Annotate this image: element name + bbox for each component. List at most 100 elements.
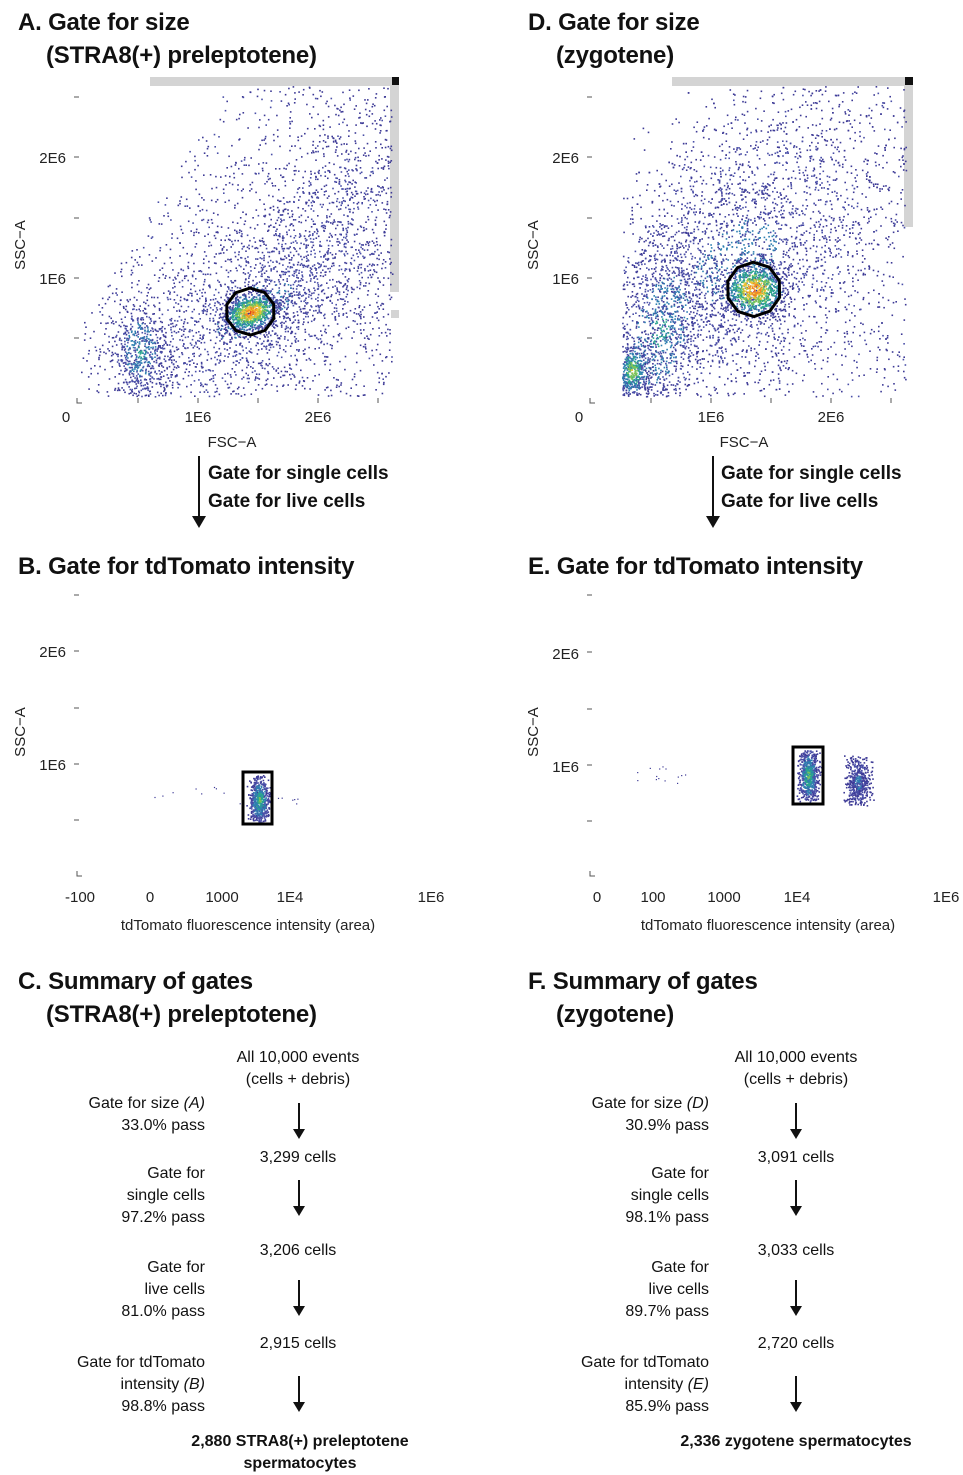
scatter-dot bbox=[237, 189, 239, 191]
scatter-dot bbox=[307, 254, 309, 256]
scatter-dot bbox=[310, 295, 312, 297]
scatter-dot bbox=[152, 331, 154, 333]
scatter-dot bbox=[343, 237, 345, 239]
scatter-dot bbox=[256, 322, 258, 324]
scatter-dot bbox=[894, 248, 896, 250]
scatter-dot bbox=[247, 375, 249, 377]
scatter-dot bbox=[342, 308, 344, 310]
scatter-dot bbox=[668, 275, 670, 277]
scatter-dot bbox=[340, 111, 342, 113]
scatter-dot bbox=[389, 263, 391, 265]
scatter-dot bbox=[338, 241, 340, 243]
scatter-dot bbox=[355, 105, 357, 107]
scatter-dot bbox=[172, 269, 174, 271]
scatter-dot bbox=[368, 290, 370, 292]
scatter-dot bbox=[229, 176, 231, 178]
scatter-dot bbox=[266, 248, 268, 250]
scatter-dot bbox=[268, 293, 270, 295]
scatter-dot bbox=[213, 377, 215, 379]
scatter-dot bbox=[210, 307, 212, 309]
scatter-dot bbox=[325, 254, 327, 256]
scatter-dot bbox=[238, 336, 240, 338]
scatter-dot bbox=[292, 295, 294, 297]
scatter-dot bbox=[273, 251, 275, 253]
scatter-dot bbox=[275, 185, 277, 187]
scatter-dot bbox=[266, 380, 268, 382]
scatter-dot bbox=[346, 230, 348, 232]
scatter-dot bbox=[255, 318, 257, 320]
scatter-dot bbox=[155, 321, 157, 323]
scatter-dot bbox=[232, 244, 234, 246]
scatter-dot bbox=[273, 377, 275, 379]
scatter-dot bbox=[285, 371, 287, 373]
scatter-dot bbox=[263, 243, 265, 245]
scatter-dot bbox=[265, 336, 267, 338]
scatter-dot bbox=[233, 282, 235, 284]
scatter-dot bbox=[161, 331, 163, 333]
scatter-dot bbox=[285, 291, 287, 293]
scatter-dot bbox=[217, 214, 219, 216]
scatter-dot bbox=[336, 379, 338, 381]
scatter-dot bbox=[336, 146, 338, 148]
scatter-dot bbox=[232, 315, 234, 317]
scatter-dot bbox=[150, 330, 152, 332]
scatter-dot bbox=[138, 280, 140, 282]
scatter-dot bbox=[307, 265, 309, 267]
scatter-dot bbox=[321, 291, 323, 293]
scatter-dot bbox=[241, 231, 243, 233]
scatter-dot bbox=[721, 195, 723, 197]
scatter-dot bbox=[304, 349, 306, 351]
scatter-dot bbox=[250, 92, 252, 94]
scatter-dot bbox=[304, 308, 306, 310]
scatter-dot bbox=[295, 341, 297, 343]
scatter-dot bbox=[209, 379, 211, 381]
scatter-dot bbox=[321, 206, 323, 208]
scatter-dot bbox=[293, 225, 295, 227]
ytick-label-a-2e6: 2E6 bbox=[39, 150, 66, 167]
scatter-dot bbox=[230, 246, 232, 248]
scatter-dot bbox=[336, 142, 338, 144]
scatter-dot bbox=[153, 368, 155, 370]
scatter-dot bbox=[277, 335, 279, 337]
scatter-dot bbox=[265, 138, 267, 140]
scatter-dot bbox=[354, 108, 356, 110]
scatter-dot bbox=[230, 270, 232, 272]
scatter-dot bbox=[119, 373, 121, 375]
scatter-dot bbox=[134, 381, 136, 383]
scatter-dot bbox=[274, 281, 276, 283]
scatter-dot bbox=[328, 195, 330, 197]
scatter-dot bbox=[263, 257, 265, 259]
scatter-dot bbox=[364, 198, 366, 200]
scatter-dot bbox=[662, 236, 664, 238]
scatter-dot bbox=[900, 192, 902, 194]
scatter-dot bbox=[281, 324, 283, 326]
scatter-dot bbox=[311, 117, 313, 119]
scatter-dot bbox=[270, 270, 272, 272]
scatter-dot bbox=[174, 286, 176, 288]
scatter-dot bbox=[177, 275, 179, 277]
scatter-dot bbox=[263, 316, 265, 318]
scatter-dot bbox=[314, 223, 316, 225]
scatter-dot bbox=[228, 156, 230, 158]
scatter-dot bbox=[788, 313, 790, 315]
scatter-dot bbox=[267, 352, 269, 354]
scatter-dot bbox=[163, 384, 165, 386]
scatter-dot bbox=[196, 332, 198, 334]
scatter-dot bbox=[310, 171, 312, 173]
scatter-dot bbox=[335, 285, 337, 287]
scatter-dot bbox=[349, 159, 351, 161]
scatter-dot bbox=[902, 225, 904, 227]
scatter-dot bbox=[273, 295, 275, 297]
scatter-dot bbox=[329, 170, 331, 172]
scatter-dot bbox=[735, 119, 737, 121]
scatter-dot bbox=[195, 180, 197, 182]
scatter-dot bbox=[98, 392, 100, 394]
scatter-dot bbox=[339, 183, 341, 185]
scatter-dot bbox=[293, 321, 295, 323]
scatter-dot bbox=[276, 369, 278, 371]
scatter-dot bbox=[140, 310, 142, 312]
scatter-dot bbox=[126, 382, 128, 384]
scatter-dot bbox=[202, 336, 204, 338]
scatter-dot bbox=[130, 324, 132, 326]
scatter-dot bbox=[385, 332, 387, 334]
